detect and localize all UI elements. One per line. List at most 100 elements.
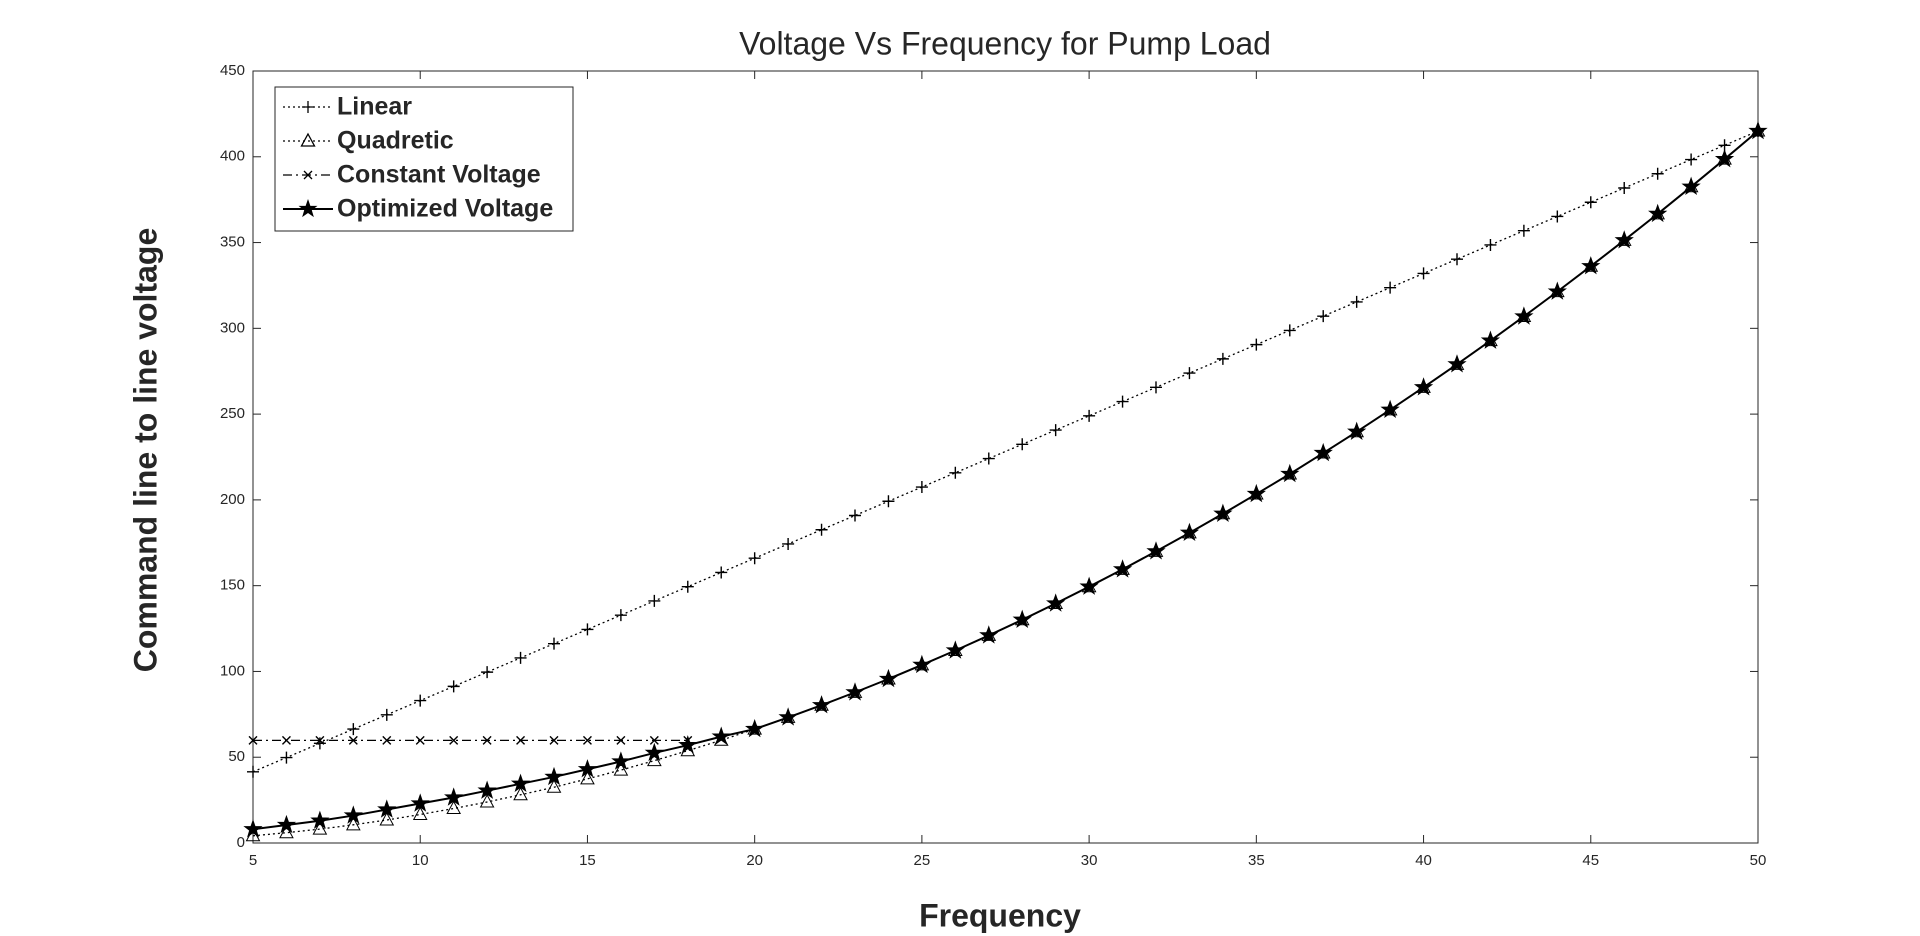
x-tick-label: 20 bbox=[746, 852, 763, 869]
data-point bbox=[949, 466, 962, 479]
data-point bbox=[711, 726, 731, 745]
x-tick-label: 25 bbox=[914, 852, 931, 869]
x-axis-label: Frequency bbox=[919, 897, 1081, 933]
data-point bbox=[447, 680, 460, 693]
y-tick-label: 400 bbox=[220, 148, 245, 165]
data-point bbox=[343, 805, 363, 824]
data-point bbox=[782, 537, 795, 550]
data-point bbox=[481, 666, 494, 679]
data-point bbox=[715, 566, 728, 579]
legend-label: Linear bbox=[337, 93, 412, 121]
data-point bbox=[382, 735, 392, 745]
data-point bbox=[845, 682, 865, 701]
data-point bbox=[313, 737, 326, 750]
data-point bbox=[945, 640, 965, 659]
data-point bbox=[548, 637, 560, 650]
legend-marker bbox=[303, 170, 313, 180]
data-point bbox=[982, 452, 995, 465]
data-point bbox=[516, 735, 526, 745]
data-point bbox=[815, 523, 828, 536]
data-point bbox=[582, 735, 592, 745]
data-point bbox=[1049, 424, 1062, 437]
data-point bbox=[1748, 120, 1768, 140]
data-point bbox=[1517, 224, 1530, 237]
data-point bbox=[1317, 310, 1330, 323]
data-point bbox=[581, 623, 594, 636]
data-point bbox=[1146, 541, 1166, 560]
data-point bbox=[280, 751, 293, 764]
data-point bbox=[1447, 354, 1467, 373]
y-tick-label: 250 bbox=[220, 405, 245, 422]
data-point bbox=[613, 762, 629, 776]
data-point bbox=[849, 509, 861, 522]
data-point bbox=[1551, 210, 1564, 223]
data-point bbox=[1614, 230, 1634, 249]
data-point bbox=[1347, 421, 1367, 440]
data-point bbox=[646, 752, 662, 767]
data-point bbox=[513, 786, 528, 801]
data-point bbox=[1216, 352, 1229, 365]
data-point bbox=[410, 793, 430, 812]
data-point bbox=[281, 735, 291, 745]
data-point bbox=[1685, 153, 1698, 166]
legend-marker bbox=[298, 199, 318, 218]
data-point bbox=[745, 718, 765, 738]
data-point bbox=[477, 780, 497, 799]
legend-marker bbox=[300, 132, 316, 147]
data-point bbox=[247, 765, 259, 778]
data-point bbox=[1246, 483, 1266, 503]
data-point bbox=[681, 580, 694, 593]
data-point bbox=[979, 625, 999, 644]
data-point bbox=[1213, 503, 1233, 522]
data-point bbox=[1480, 330, 1501, 349]
data-point bbox=[248, 735, 258, 745]
series-line bbox=[252, 130, 1759, 831]
data-point bbox=[1313, 442, 1333, 462]
data-point bbox=[243, 819, 263, 838]
data-point bbox=[878, 668, 899, 688]
data-point bbox=[1547, 281, 1567, 300]
data-point bbox=[1112, 559, 1133, 578]
data-point bbox=[1079, 576, 1099, 595]
data-point bbox=[1016, 438, 1029, 451]
legend-label: Quadretic bbox=[337, 127, 454, 155]
data-point bbox=[310, 810, 330, 829]
legend-marker bbox=[302, 101, 314, 113]
y-axis-label: Command line to line voltage bbox=[127, 228, 163, 673]
legend-box bbox=[274, 86, 574, 232]
data-point bbox=[1380, 399, 1400, 419]
data-point bbox=[1046, 593, 1066, 612]
x-tick-label: 35 bbox=[1248, 852, 1265, 869]
data-point bbox=[1283, 324, 1296, 337]
data-point bbox=[1183, 367, 1196, 380]
data-point bbox=[778, 707, 798, 726]
data-point bbox=[1012, 609, 1032, 629]
data-point bbox=[614, 609, 627, 622]
x-tick-label: 5 bbox=[249, 852, 257, 869]
data-point bbox=[412, 806, 428, 821]
data-point bbox=[1484, 238, 1497, 251]
data-point bbox=[1714, 149, 1735, 168]
data-point bbox=[882, 495, 895, 508]
data-point bbox=[377, 799, 397, 818]
data-point bbox=[648, 594, 661, 607]
data-point bbox=[748, 552, 761, 565]
data-point bbox=[546, 779, 562, 793]
data-point bbox=[380, 708, 393, 721]
data-point bbox=[1451, 253, 1463, 266]
y-tick-label: 150 bbox=[220, 577, 245, 594]
x-tick-label: 50 bbox=[1750, 852, 1767, 869]
data-point bbox=[347, 723, 360, 736]
data-point bbox=[414, 694, 427, 707]
data-point bbox=[549, 735, 559, 745]
data-point bbox=[1280, 463, 1300, 483]
data-point bbox=[1581, 256, 1601, 275]
data-point bbox=[811, 695, 832, 714]
data-point bbox=[479, 793, 495, 808]
data-point bbox=[616, 735, 626, 745]
data-point bbox=[915, 481, 928, 494]
data-point bbox=[611, 751, 631, 770]
x-tick-label: 15 bbox=[579, 852, 596, 869]
data-point bbox=[449, 735, 459, 745]
data-point bbox=[1417, 267, 1430, 280]
